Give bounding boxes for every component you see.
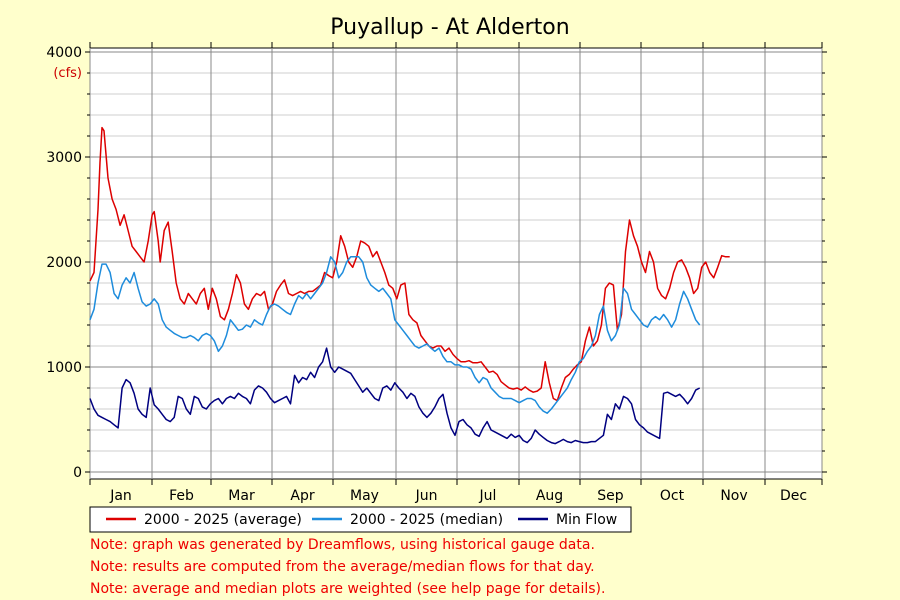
series-line	[89, 347, 701, 445]
x-tick-label: Aug	[536, 488, 563, 504]
y-tick-label: 4000	[46, 45, 82, 61]
legend-label: Min Flow	[556, 512, 617, 528]
y-axis-unit: (cfs)	[53, 66, 82, 81]
y-tick-label: 0	[73, 465, 82, 481]
x-tick-label: Apr	[290, 488, 314, 504]
x-tick-label: Mar	[228, 488, 255, 504]
note-line-3: Note: average and median plots are weigh…	[90, 581, 606, 597]
x-tick-label: Dec	[780, 488, 807, 504]
series-line	[89, 126, 730, 402]
x-tick-label: Jan	[109, 488, 132, 504]
legend: 2000 - 2025 (average) 2000 - 2025 (median…	[89, 506, 632, 533]
x-tick-label: Oct	[660, 488, 685, 504]
x-tick-label: May	[350, 488, 379, 504]
note-line-2: Note: results are computed from the aver…	[90, 559, 595, 575]
note-line-1: Note: graph was generated by Dreamflows,…	[90, 537, 595, 553]
y-tick-label: 3000	[46, 150, 82, 166]
series-lines	[89, 126, 730, 445]
x-tick-label: Feb	[169, 488, 194, 504]
series-line	[89, 256, 701, 414]
axis-ticks: 0 1000 2000 3000 4000 Jan Feb Mar Apr May Jun Jul Au…	[46, 42, 827, 504]
y-tick-label: 1000	[46, 360, 82, 376]
x-tick-label: Nov	[720, 488, 747, 504]
x-tick-label: Sep	[597, 488, 624, 504]
legend-label: 2000 - 2025 (median)	[350, 512, 503, 528]
chart-title: Puyallup - At Alderton	[330, 15, 569, 40]
grid-lines	[89, 48, 823, 479]
legend-label: 2000 - 2025 (average)	[144, 512, 302, 528]
x-tick-label: Jun	[415, 488, 438, 504]
y-tick-label: 2000	[46, 255, 82, 271]
x-tick-label: Jul	[479, 488, 497, 504]
plot-area	[89, 47, 823, 480]
